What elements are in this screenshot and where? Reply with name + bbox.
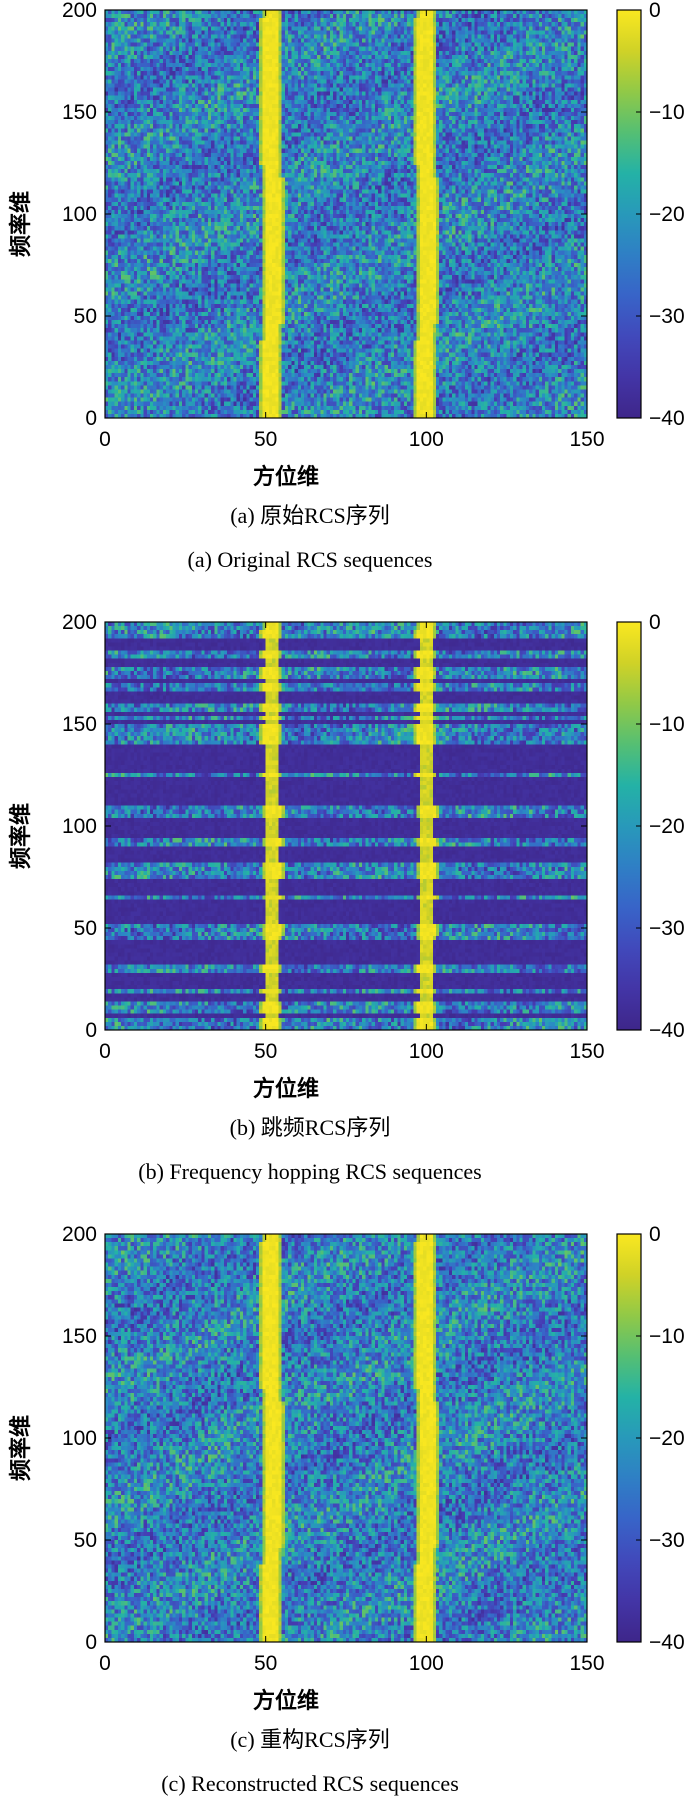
x-axis-title: 方位维	[253, 1076, 319, 1102]
colorbar-tick-label: −40	[649, 1631, 685, 1654]
caption-en-c: (c) Reconstructed RCS sequences	[161, 1771, 459, 1796]
x-tick-label: 100	[409, 428, 444, 451]
colorbar-tick-label: −40	[649, 1019, 685, 1042]
x-tick-label: 50	[254, 428, 277, 451]
y-tick-label: 200	[62, 0, 97, 22]
colorbar-tick-label: −20	[649, 203, 685, 226]
heatmap-chart-c: 0 50 100 150 0 50 100 150 200 方位维 频率维 0 −10 −20 −30 −40	[8, 1223, 685, 1714]
y-tick-label: 100	[62, 203, 97, 226]
colorbar-tick-label: −20	[649, 815, 685, 838]
heatmap-image	[105, 1234, 587, 1642]
y-tick-label: 0	[85, 407, 97, 430]
chart-panel-b: 0 50 100 150 0 50 100 150 200 方位维 频率维 0 −10 −20 −30 −40…	[0, 611, 700, 1212]
x-tick-label: 100	[409, 1040, 444, 1063]
y-tick-label: 150	[62, 1325, 97, 1348]
y-tick-label: 200	[62, 611, 97, 634]
colorbar-tick-label: 0	[649, 1223, 661, 1246]
x-tick-label: 150	[569, 428, 604, 451]
colorbar-tick-label: −40	[649, 407, 685, 430]
colorbar-tick-label: −10	[649, 1325, 685, 1348]
x-axis-title: 方位维	[253, 1688, 319, 1714]
caption-cn-c: (c) 重构RCS序列	[230, 1727, 390, 1752]
colorbar-tick-label: −30	[649, 917, 685, 940]
colorbar-tick-label: −10	[649, 101, 685, 124]
y-tick-label: 150	[62, 713, 97, 736]
heatmap-chart-a: 0 50 100 150 0 50 100 150 200 方位维 频率维 0 −10 −20 −30 −40	[8, 0, 685, 490]
caption-cn-a: (a) 原始RCS序列	[230, 503, 390, 528]
heatmap-image	[105, 10, 587, 418]
heatmap-chart-b: 0 50 100 150 0 50 100 150 200 方位维 频率维 0 −10 −20 −30 −40	[8, 611, 685, 1102]
colorbar-tick-label: −10	[649, 713, 685, 736]
heatmap-image	[105, 622, 587, 1030]
x-tick-label: 150	[569, 1652, 604, 1675]
x-axis-title: 方位维	[253, 464, 319, 490]
y-tick-label: 50	[74, 305, 97, 328]
y-tick-label: 200	[62, 1223, 97, 1246]
x-tick-label: 0	[99, 428, 111, 451]
colorbar-tick-label: −30	[649, 305, 685, 328]
x-tick-label: 100	[409, 1652, 444, 1675]
x-tick-label: 0	[99, 1040, 111, 1063]
caption-en-b: (b) Frequency hopping RCS sequences	[138, 1159, 482, 1184]
y-tick-label: 50	[74, 1529, 97, 1552]
y-axis-title: 频率维	[8, 191, 34, 257]
y-tick-label: 150	[62, 101, 97, 124]
y-tick-label: 100	[62, 815, 97, 838]
caption-en-a: (a) Original RCS sequences	[187, 547, 433, 572]
y-tick-label: 0	[85, 1631, 97, 1654]
y-tick-label: 100	[62, 1427, 97, 1450]
colorbar-tick-label: −20	[649, 1427, 685, 1450]
x-tick-label: 150	[569, 1040, 604, 1063]
chart-panel-c: 0 50 100 150 0 50 100 150 200 方位维 频率维 0 −10 −20 −30 −40…	[0, 1223, 700, 1802]
x-tick-label: 0	[99, 1652, 111, 1675]
colorbar-tick-label: 0	[649, 0, 661, 22]
x-tick-label: 50	[254, 1652, 277, 1675]
colorbar-tick-label: 0	[649, 611, 661, 634]
y-axis-title: 频率维	[8, 1415, 34, 1481]
colorbar-tick-label: −30	[649, 1529, 685, 1552]
x-tick-label: 50	[254, 1040, 277, 1063]
y-axis-title: 频率维	[8, 803, 34, 869]
y-tick-label: 0	[85, 1019, 97, 1042]
chart-panel-a: 0 50 100 150 0 50 100 150 200 方位维 频率维 0 −10 −20 −30 −40…	[0, 0, 700, 600]
y-tick-label: 50	[74, 917, 97, 940]
caption-cn-b: (b) 跳频RCS序列	[229, 1115, 391, 1140]
